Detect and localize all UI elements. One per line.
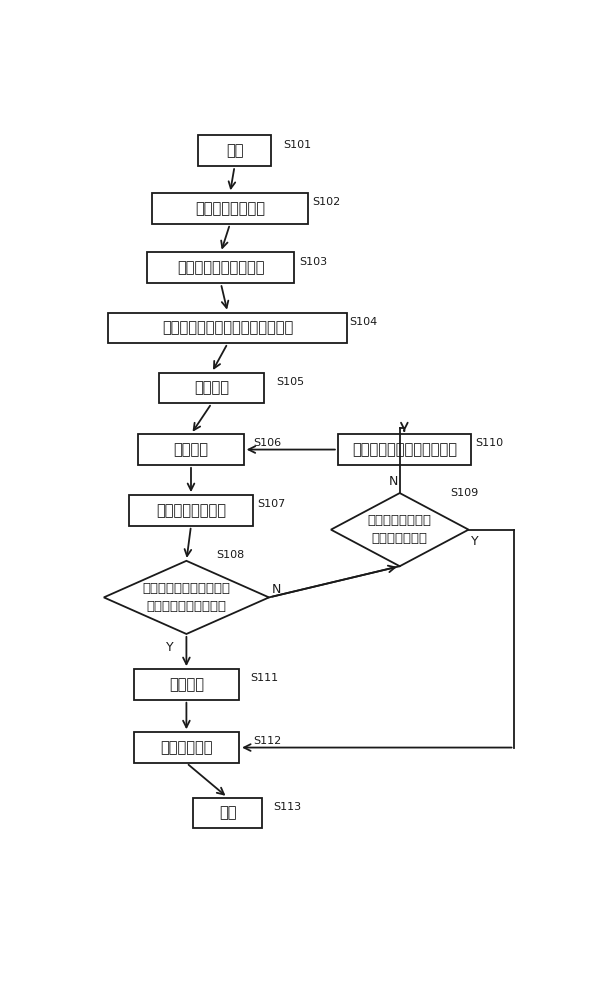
Text: 结束: 结束: [219, 806, 236, 820]
Text: 采集器采集并处理: 采集器采集并处理: [156, 503, 226, 518]
Text: S110: S110: [475, 438, 504, 448]
Text: S106: S106: [253, 438, 281, 448]
Text: 实时调整设备运行控制参数: 实时调整设备运行控制参数: [352, 442, 457, 457]
Text: S101: S101: [283, 140, 311, 150]
Bar: [108, 312, 347, 343]
Text: 压力测量: 压力测量: [169, 677, 204, 692]
Text: N: N: [388, 475, 398, 488]
Text: 判断气流焚値和驻点热流
是否满足参数范围要求: 判断气流焚値和驻点热流 是否满足参数范围要求: [143, 582, 230, 613]
Bar: [139, 434, 244, 465]
Text: S109: S109: [451, 488, 478, 498]
Bar: [159, 373, 265, 403]
Text: S108: S108: [216, 550, 244, 560]
Text: N: N: [271, 583, 281, 596]
Text: Y: Y: [166, 641, 173, 654]
Bar: [338, 434, 471, 465]
Text: 设备停止运行: 设备停止运行: [160, 740, 213, 755]
Bar: [193, 798, 262, 828]
Bar: [134, 669, 239, 700]
Bar: [134, 732, 239, 763]
Text: Y: Y: [471, 535, 478, 548]
Text: 设定设备运行范围: 设定设备运行范围: [195, 201, 265, 216]
Bar: [147, 252, 294, 283]
Text: S111: S111: [250, 673, 279, 683]
Bar: [152, 193, 308, 224]
Text: S103: S103: [299, 257, 327, 267]
Text: S102: S102: [313, 197, 341, 207]
Text: 设备运行: 设备运行: [194, 380, 229, 395]
Text: S105: S105: [276, 377, 304, 387]
Text: 判断设备运行时间
是否超出预设値: 判断设备运行时间 是否超出预设値: [368, 514, 432, 545]
Text: S107: S107: [258, 499, 286, 509]
Polygon shape: [104, 561, 269, 634]
Text: S113: S113: [274, 802, 302, 812]
Text: 参数测量: 参数测量: [173, 442, 208, 457]
Text: 设定状态参数范围要求: 设定状态参数范围要求: [177, 260, 265, 275]
Text: S112: S112: [253, 736, 281, 746]
Text: S104: S104: [349, 317, 378, 327]
Text: 确定并设定初始设备运行控制参数: 确定并设定初始设备运行控制参数: [162, 320, 293, 335]
Text: 开始: 开始: [226, 143, 243, 158]
Bar: [129, 495, 253, 526]
Bar: [198, 135, 271, 166]
Polygon shape: [331, 493, 469, 566]
